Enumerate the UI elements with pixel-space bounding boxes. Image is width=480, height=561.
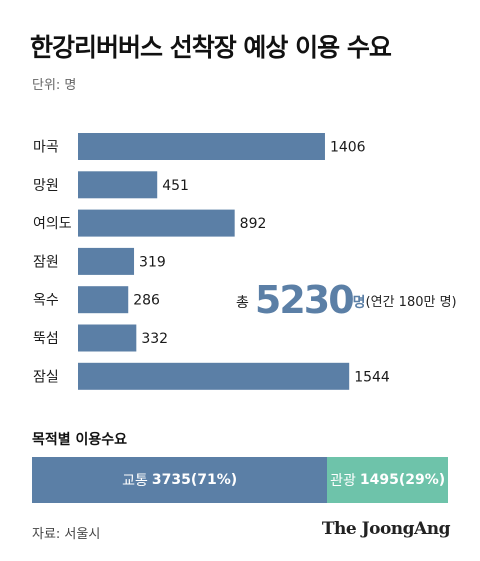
total-prefix: 총	[236, 295, 249, 311]
purpose-stacked-bar: 교통 3735(71%) 관광 1495(29%)	[32, 457, 448, 503]
category-label: 뚝섬	[33, 331, 59, 347]
source-note: 자료: 서울시	[32, 527, 101, 542]
category-label: 잠실	[33, 369, 59, 385]
purpose-segment-transport: 교통 3735(71%)	[32, 457, 328, 503]
value-label: 319	[139, 254, 166, 270]
category-label: 옥수	[33, 293, 59, 309]
bar	[78, 324, 137, 352]
value-label: 332	[141, 331, 168, 347]
value-label: 451	[162, 178, 189, 194]
segment-value: 3735(71%)	[151, 472, 238, 488]
chart-title: 한강리버버스 선착장 예상 이용 수요	[30, 33, 392, 62]
category-label: 여의도	[33, 216, 72, 232]
value-label: 286	[133, 293, 160, 309]
category-label: 망원	[33, 178, 59, 194]
bar-chart: 마곡 1406 망원 451 여의도 892 잠원 319 옥수 286 뚝섬 332 잠실 1544	[33, 133, 390, 390]
bar	[78, 362, 350, 390]
bar	[78, 171, 158, 199]
segment-label: 교통	[122, 473, 148, 489]
total-callout: 총 5230명(연간 180만 명)	[236, 278, 457, 322]
unit-note: 단위: 명	[32, 78, 77, 93]
brand-logo: The JoongAng	[321, 519, 451, 539]
value-label: 1406	[330, 140, 366, 156]
value-label: 1544	[354, 369, 390, 385]
purpose-title: 목적별 이용수요	[32, 432, 128, 448]
value-label: 892	[240, 216, 267, 232]
purpose-segment-tourism: 관광 1495(29%)	[327, 457, 448, 503]
segment-value: 1495(29%)	[359, 472, 446, 488]
category-label: 잠원	[33, 254, 59, 270]
total-unit: 명	[352, 295, 366, 311]
bar	[78, 286, 129, 314]
total-value: 5230	[254, 278, 355, 322]
total-note: (연간 180만 명)	[365, 295, 457, 310]
bar	[78, 247, 135, 275]
segment-label: 관광	[330, 473, 356, 489]
bar	[78, 133, 325, 160]
category-label: 마곡	[33, 140, 59, 156]
bar	[78, 209, 235, 237]
